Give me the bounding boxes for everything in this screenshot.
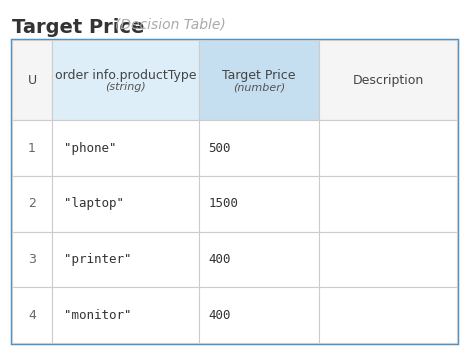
- Text: 1: 1: [28, 142, 36, 155]
- Bar: [12, 40, 457, 343]
- Bar: [12, 287, 52, 343]
- Text: U: U: [28, 74, 37, 87]
- Bar: [52, 40, 199, 120]
- Text: (string): (string): [105, 82, 146, 92]
- Bar: [52, 176, 199, 232]
- Text: "phone": "phone": [64, 142, 116, 155]
- Bar: [199, 120, 319, 176]
- Bar: [319, 176, 457, 232]
- Bar: [52, 120, 199, 176]
- Text: order info.productType: order info.productType: [55, 69, 196, 82]
- Bar: [319, 40, 457, 120]
- Bar: [199, 287, 319, 343]
- Text: "printer": "printer": [64, 253, 131, 266]
- Bar: [199, 40, 319, 120]
- Text: 2: 2: [28, 197, 36, 210]
- Text: (Decision Table): (Decision Table): [115, 18, 226, 32]
- Text: Description: Description: [352, 74, 424, 87]
- Bar: [12, 232, 52, 287]
- Text: "monitor": "monitor": [64, 309, 131, 322]
- Bar: [199, 232, 319, 287]
- Bar: [319, 287, 457, 343]
- Text: Target Price: Target Price: [12, 18, 144, 37]
- Bar: [319, 120, 457, 176]
- Text: 500: 500: [209, 142, 231, 155]
- Text: 1500: 1500: [209, 197, 239, 210]
- Text: 400: 400: [209, 253, 231, 266]
- Text: 4: 4: [28, 309, 36, 322]
- Text: 400: 400: [209, 309, 231, 322]
- Bar: [52, 232, 199, 287]
- Bar: [12, 176, 52, 232]
- Text: (number): (number): [233, 82, 285, 92]
- Text: "laptop": "laptop": [64, 197, 124, 210]
- Bar: [199, 176, 319, 232]
- Text: Target Price: Target Price: [222, 69, 296, 82]
- Bar: [52, 287, 199, 343]
- Text: 3: 3: [28, 253, 36, 266]
- Bar: [12, 120, 52, 176]
- Bar: [319, 232, 457, 287]
- Bar: [12, 40, 52, 120]
